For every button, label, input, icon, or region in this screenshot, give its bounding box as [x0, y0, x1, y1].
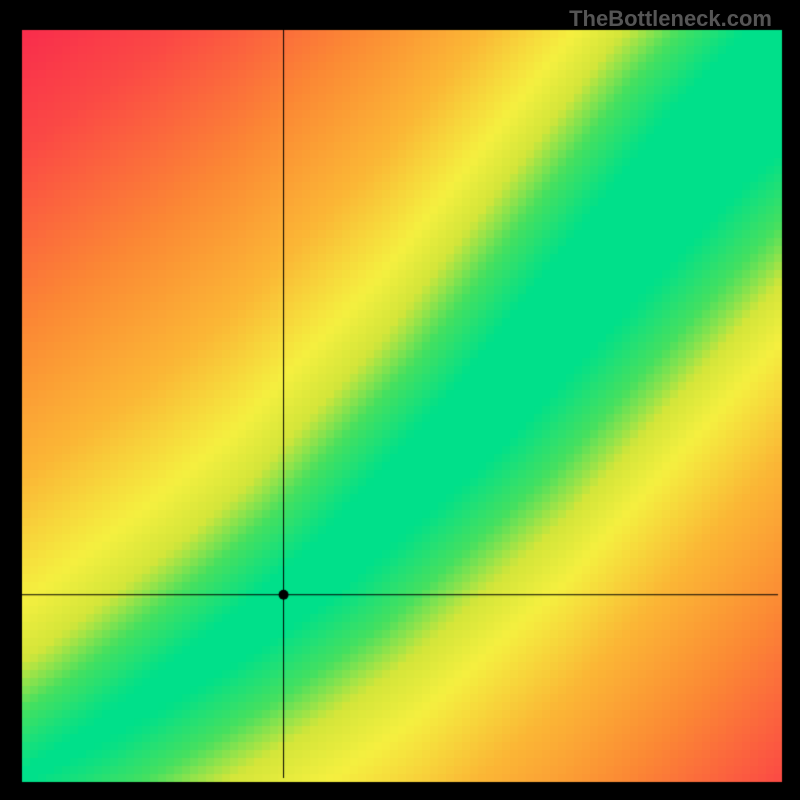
heatmap-canvas [0, 0, 800, 800]
chart-container: TheBottleneck.com [0, 0, 800, 800]
watermark-text: TheBottleneck.com [569, 6, 772, 32]
